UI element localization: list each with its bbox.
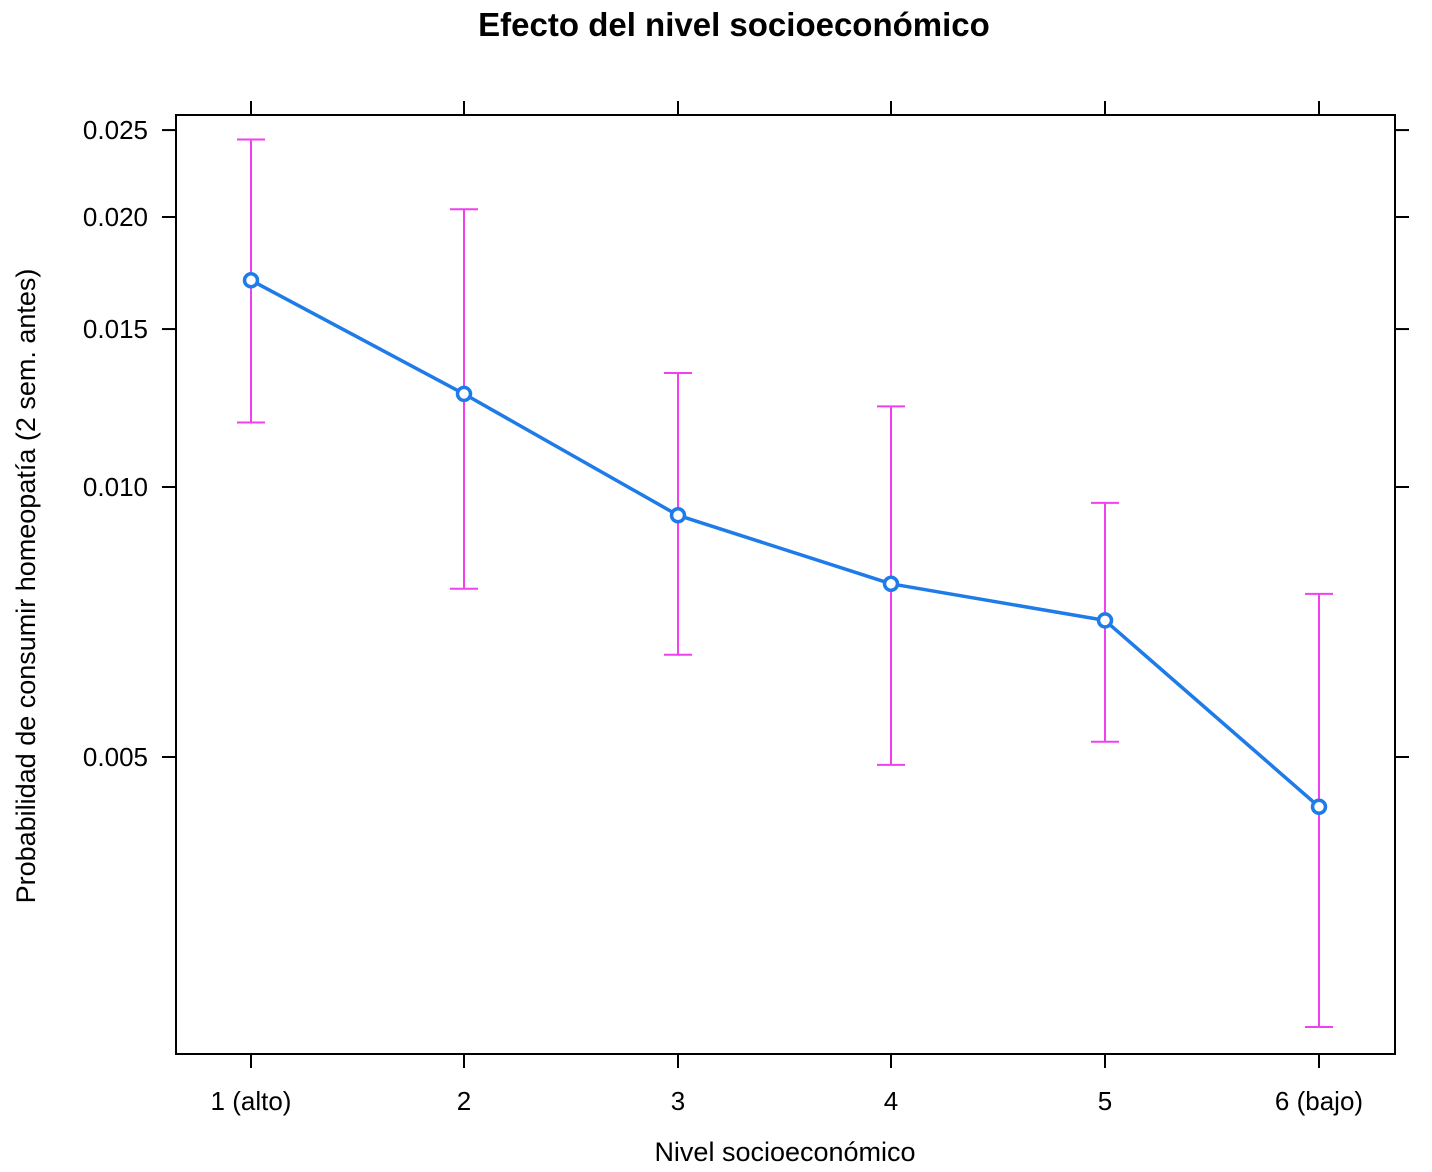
x-tick-label: 4 <box>884 1086 898 1116</box>
data-point <box>242 272 260 289</box>
data-points <box>242 272 1328 816</box>
y-tick-label: 0.015 <box>83 314 148 344</box>
data-point <box>882 575 900 593</box>
x-tick-label: 3 <box>671 1086 685 1116</box>
x-tick-label: 1 (alto) <box>211 1086 292 1116</box>
axis-ticks <box>162 101 1409 1068</box>
x-tick-label: 2 <box>457 1086 471 1116</box>
y-tick-label: 0.020 <box>83 202 148 232</box>
y-axis-label: Probabilidad de consumir homeopatía (2 s… <box>11 269 41 904</box>
data-point <box>455 385 473 403</box>
data-point <box>1310 798 1328 816</box>
data-point <box>1096 612 1114 629</box>
y-tick-label: 0.025 <box>83 115 148 145</box>
y-tick-label: 0.005 <box>83 742 148 772</box>
x-axis-label: Nivel socioeconómico <box>654 1137 915 1167</box>
y-tick-label: 0.010 <box>83 472 148 502</box>
series-line <box>250 278 1321 809</box>
data-point <box>669 507 687 524</box>
x-tick-label: 5 <box>1098 1086 1112 1116</box>
x-tick-label: 6 (bajo) <box>1275 1086 1363 1116</box>
error-bars <box>237 138 1333 1028</box>
plot-frame <box>175 114 1396 1055</box>
chart-title: Efecto del nivel socioeconómico <box>478 6 990 43</box>
